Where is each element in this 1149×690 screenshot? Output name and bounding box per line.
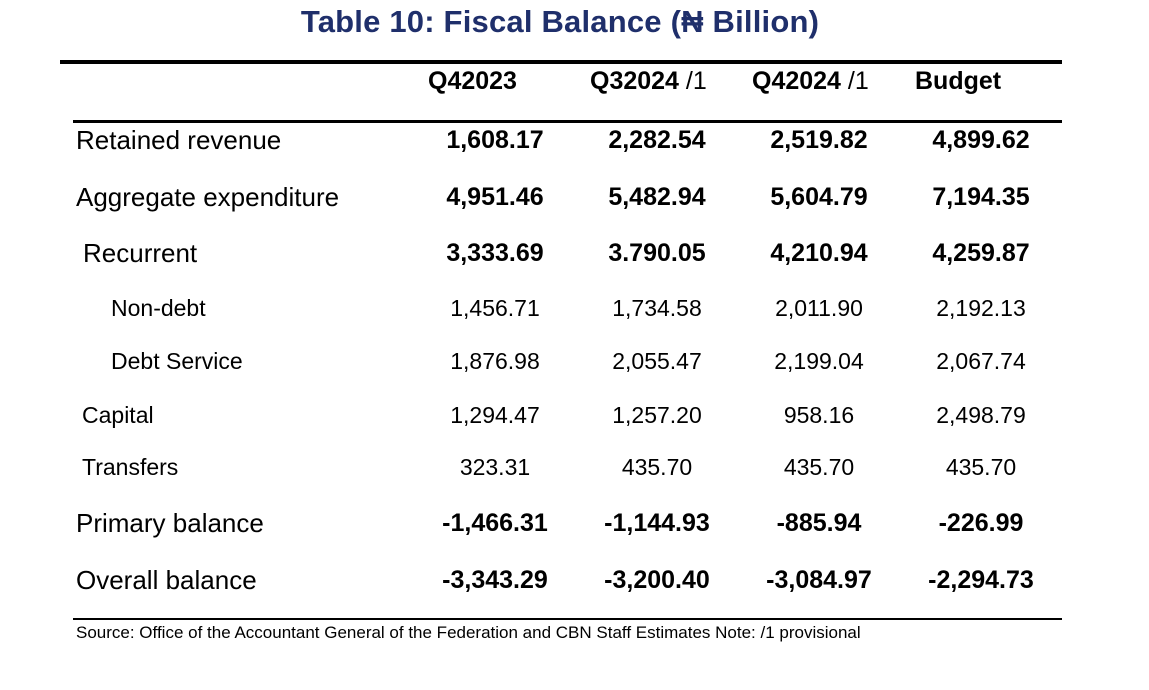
cell-q42023: 323.31: [459, 454, 531, 480]
cell-q32024: 2,055.47: [612, 348, 702, 374]
cell-q42023: 4,951.46: [446, 183, 544, 211]
row-label: Overall balance: [76, 565, 257, 595]
row-label: Capital: [82, 402, 154, 428]
cell-q32024: 1,257.20: [612, 402, 702, 428]
cell-q32024: -1,144.93: [604, 509, 710, 537]
table-row-retained-revenue: Retained revenue 1,608.17 2,282.54 2,519…: [0, 120, 1149, 160]
top-rule: [60, 60, 1062, 64]
column-header-label: Q32024: [590, 67, 679, 95]
cell-q42023: -1,466.31: [442, 509, 548, 537]
column-header-q42023: Q42023: [428, 64, 517, 98]
row-label: Primary balance: [76, 508, 264, 538]
table-row-debt-service: Debt Service 1,876.98 2,055.47 2,199.04 …: [0, 341, 1149, 381]
cell-q32024: 5,482.94: [608, 183, 706, 211]
cell-budget: 4,259.87: [932, 239, 1030, 267]
cell-q42024: 5,604.79: [770, 183, 868, 211]
cell-q32024: -3,200.40: [604, 566, 710, 594]
cell-q42024: 2,519.82: [770, 126, 868, 154]
table-row-primary-balance: Primary balance -1,466.31 -1,144.93 -885…: [0, 503, 1149, 543]
row-label: Non-debt: [111, 295, 206, 321]
table-title: Table 10: Fiscal Balance (₦ Billion): [300, 4, 820, 39]
cell-budget: 4,899.62: [932, 126, 1030, 154]
table-row-capital: Capital 1,294.47 1,257.20 958.16 2,498.7…: [0, 395, 1149, 435]
row-label: Recurrent: [83, 238, 198, 268]
cell-q32024: 1,734.58: [612, 295, 702, 321]
cell-q42024: 2,199.04: [774, 348, 864, 374]
cell-q42024: 435.70: [783, 454, 855, 480]
row-label: Debt Service: [111, 348, 243, 374]
cell-q42024: 2,011.90: [775, 295, 863, 321]
row-label: Transfers: [82, 454, 179, 480]
table-row-recurrent: Recurrent 3,333.69 3.790.05 4,210.94 4,2…: [0, 233, 1149, 273]
column-header-label: Q42023: [428, 67, 517, 95]
cell-budget: -2,294.73: [928, 566, 1034, 594]
cell-q42024: -885.94: [776, 509, 862, 537]
bottom-rule: [73, 618, 1062, 620]
table-row-aggregate-expenditure: Aggregate expenditure 4,951.46 5,482.94 …: [0, 177, 1149, 217]
cell-q42024: 4,210.94: [770, 239, 868, 267]
column-header-label: Budget: [915, 67, 1002, 95]
cell-q42024: -3,084.97: [766, 566, 872, 594]
column-header-suffix: /1: [678, 67, 707, 95]
cell-q32024: 435.70: [621, 454, 693, 480]
column-header-suffix: /1: [840, 67, 869, 95]
column-header-q32024: Q32024 /1: [590, 64, 707, 98]
cell-q42023: 1,294.47: [450, 402, 540, 428]
column-header-q42024: Q42024 /1: [752, 64, 869, 98]
cell-q42023: 1,608.17: [446, 126, 544, 154]
cell-budget: 7,194.35: [932, 183, 1030, 211]
cell-q42023: 3,333.69: [446, 239, 544, 267]
table-header: Q42023 Q32024 /1 Q42024 /1 Budget: [0, 64, 1149, 120]
cell-q42023: 1,876.98: [450, 348, 540, 374]
cell-budget: 2,192.13: [936, 295, 1026, 321]
cell-budget: 2,498.79: [936, 402, 1026, 428]
row-label: Retained revenue: [76, 125, 282, 155]
table-row-non-debt: Non-debt 1,456.71 1,734.58 2,011.90 2,19…: [0, 288, 1149, 328]
column-header-label: Q42024: [752, 67, 841, 95]
cell-q32024: 2,282.54: [608, 126, 706, 154]
cell-q42024: 958.16: [783, 402, 855, 428]
source-note: Source: Office of the Accountant General…: [76, 623, 861, 642]
cell-budget: -226.99: [938, 509, 1024, 537]
column-header-budget: Budget: [915, 64, 1001, 98]
cell-q42023: 1,456.71: [450, 295, 540, 321]
cell-budget: 435.70: [945, 454, 1017, 480]
table-row-transfers: Transfers 323.31 435.70 435.70 435.70: [0, 447, 1149, 487]
table-row-overall-balance: Overall balance -3,343.29 -3,200.40 -3,0…: [0, 560, 1149, 600]
row-label: Aggregate expenditure: [76, 182, 340, 212]
cell-budget: 2,067.74: [936, 348, 1026, 374]
cell-q32024: 3.790.05: [608, 239, 706, 267]
header-rule: [73, 120, 1062, 123]
cell-q42023: -3,343.29: [442, 566, 548, 594]
